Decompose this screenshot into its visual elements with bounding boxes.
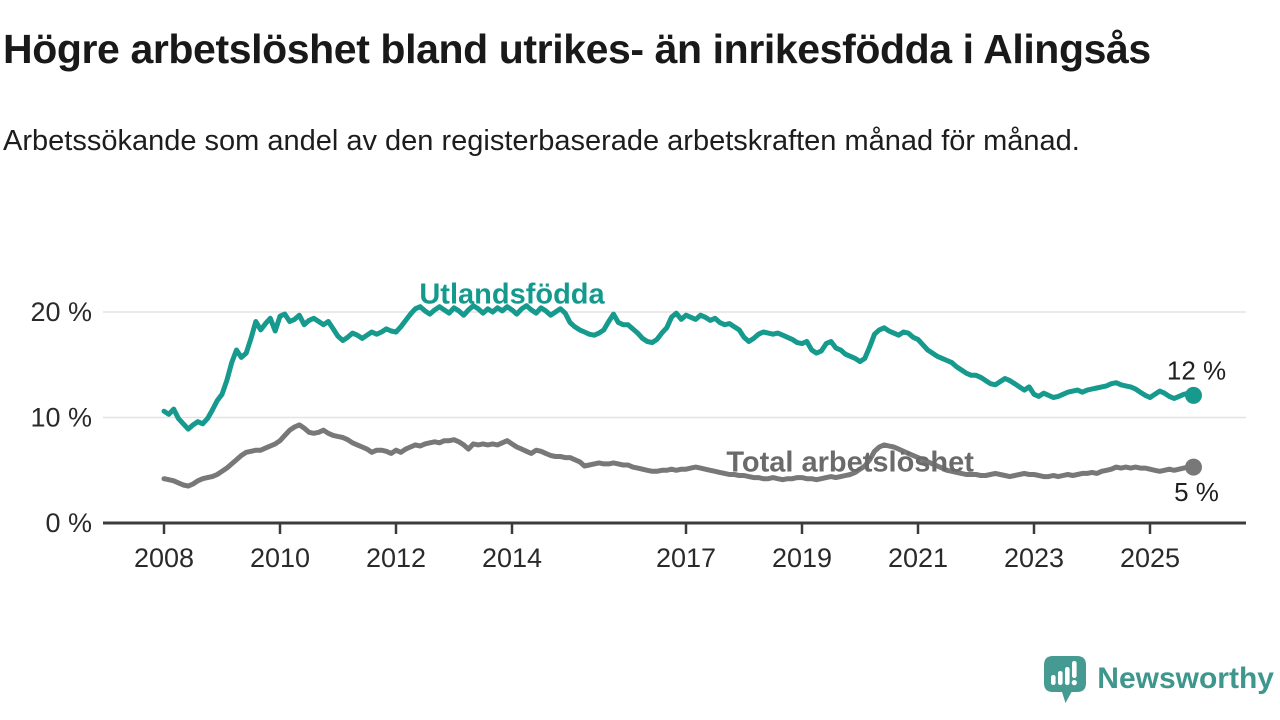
series-end-dot-utlandsfodda [1185,386,1202,404]
x-axis-label: 2019 [772,543,832,573]
y-axis-label: 0 % [45,508,92,538]
series-end-value-utlandsfodda: 12 % [1167,355,1226,385]
x-axis-label: 2021 [888,543,948,573]
x-axis-label: 2012 [366,543,426,573]
brand-footer: Newsworthy [1042,654,1274,704]
x-axis-label: 2010 [250,543,310,573]
y-axis-label: 10 % [30,403,92,433]
series-end-value-total: 5 % [1174,477,1219,507]
x-axis-label: 2008 [134,543,194,573]
series-end-dot-total [1185,458,1202,476]
newsworthy-logo-icon [1044,656,1087,703]
series-label-utlandsfodda: Utlandsfödda [419,279,605,311]
x-axis-label: 2017 [656,543,716,573]
y-axis-label: 20 % [30,297,92,327]
chart-subtitle: Arbetssökande som andel av den registerb… [3,125,1080,157]
page-title: Högre arbetslöshet bland utrikes- än inr… [3,26,1151,72]
x-axis-label: 2025 [1120,543,1180,573]
brand-name: Newsworthy [1097,662,1274,695]
x-axis-label: 2023 [1004,543,1064,573]
series-line-total [161,422,1196,489]
x-axis-label: 2014 [482,543,542,573]
series-line-utlandsfodda [161,303,1196,432]
series-label-total: Total arbetslöshet [726,446,974,478]
